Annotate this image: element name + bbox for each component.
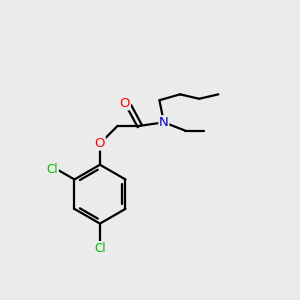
Text: N: N <box>159 116 169 129</box>
Text: Cl: Cl <box>94 242 106 254</box>
Text: O: O <box>120 97 130 110</box>
Text: Cl: Cl <box>47 164 58 176</box>
Text: O: O <box>95 137 105 150</box>
